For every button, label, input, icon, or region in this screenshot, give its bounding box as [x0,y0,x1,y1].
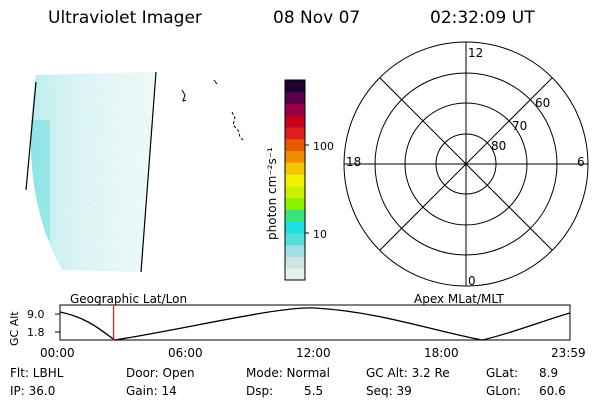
polar-label-6: 6 [577,155,585,169]
colorbar-segment [285,91,305,105]
gc-alt-status: GC Alt: 3.2 Re [366,366,450,380]
color-scale-bar [285,80,305,281]
colorbar-segment [285,185,305,199]
colorbar-segment [285,197,305,210]
lat-label-70: 70 [512,119,528,133]
colorbar-segment [285,162,305,175]
lat-label-60: 60 [535,96,551,110]
door-status: Door: Open [126,366,195,380]
dsp-label: Dsp: [246,384,274,398]
color-scale-frame [284,79,306,281]
x-tick-label: 23:59 [551,346,586,360]
gain-status: Gain: 14 [126,384,177,398]
sequence-status: Seq: 39 [366,384,412,398]
colorbar-unit-label: photon cm⁻²s⁻¹ [265,147,279,240]
colorbar-segment [285,174,305,187]
instrument-title: Ultraviolet Imager [48,8,202,28]
uv-image [25,71,244,273]
colorbar-segment [285,232,305,246]
glat-value: 8.9 [539,366,559,380]
glat-label: GLat: [486,366,519,380]
colorbar-segment [285,256,305,269]
coastline [181,89,187,102]
x-tick-label: 12:00 [296,346,331,360]
x-tick-label: 00:00 [40,346,75,360]
filter-status: Flt: LBHL [10,366,64,380]
ip-status: IP: 36.0 [10,384,56,398]
glon-label: GLon: [486,384,521,398]
polar-label-18: 18 [346,155,362,169]
colorbar-tick-label: 100 [313,140,334,153]
colorbar-segment [285,268,305,281]
geographic-label: Geographic Lat/Lon [70,292,188,306]
x-tick-label: 06:00 [168,346,203,360]
colorbar-segment [285,244,305,257]
polar-grid [343,41,589,287]
mode-status: Mode: Normal [246,366,330,380]
colorbar-segment [285,138,305,152]
colorbar-segment [285,115,305,128]
timeline-axis-title: GC Alt [8,311,21,346]
time-label: 02:32:09 UT [430,8,535,28]
polar-label-0: 0 [468,274,476,288]
polar-label-12: 12 [468,46,484,60]
date-label: 08 Nov 07 [273,8,361,28]
colorbar-tick-label: 10 [313,228,327,241]
glon-value: 60.6 [539,384,566,398]
altitude-timeline [55,304,571,341]
colorbar-segment [285,127,305,140]
dsp-value: 5.5 [304,384,324,398]
lat-label-80: 80 [491,139,507,153]
y-tick-label: 9.0 [27,308,45,321]
colorbar-segment [285,150,305,163]
y-tick-label: 1.8 [27,326,45,339]
colorbar-segment [285,103,305,116]
apex-label: Apex MLat/MLT [414,292,504,306]
colorbar-segment [285,80,305,93]
colorbar-segment [285,221,305,234]
x-tick-label: 18:00 [424,346,459,360]
colorbar-segment [285,209,305,222]
